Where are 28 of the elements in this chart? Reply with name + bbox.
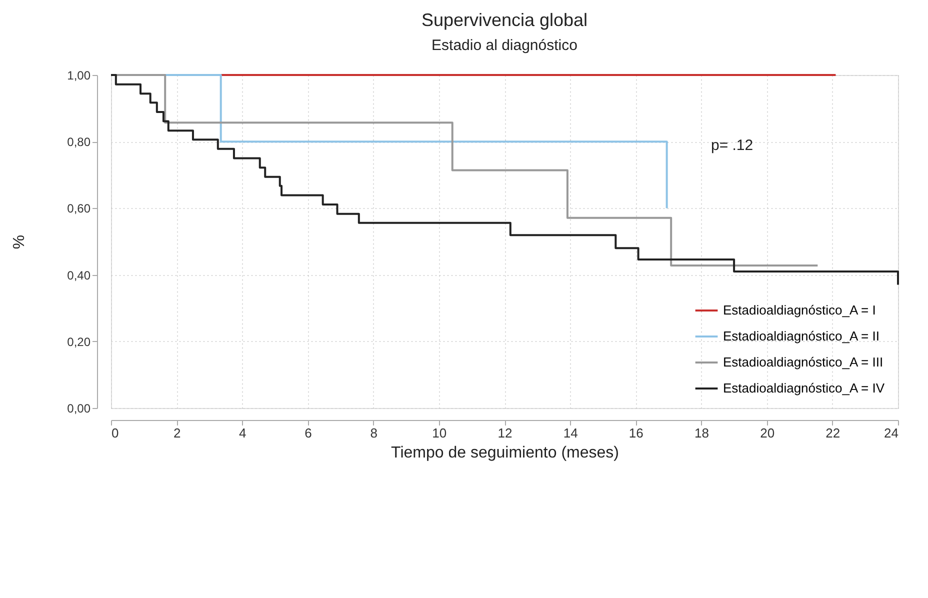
y-tick-label: 1,00 — [67, 68, 91, 82]
x-tick-label: 14 — [563, 426, 578, 440]
x-tick-label: 2 — [173, 426, 181, 440]
y-tick-label: 0,80 — [67, 135, 91, 150]
x-tick-label: 12 — [498, 426, 512, 440]
x-tick-label: 18 — [694, 426, 709, 440]
y-tick-label: 0,20 — [67, 334, 91, 349]
x-tick-label: 22 — [826, 426, 840, 440]
x-tick-label: 8 — [370, 426, 378, 440]
x-tick-label: 20 — [760, 426, 775, 440]
x-tick-label: 10 — [432, 426, 447, 440]
x-tick-label: 0 — [112, 426, 119, 440]
chart-subtitle: Estadio al diagnóstico — [432, 37, 578, 54]
y-tick-label: 0,40 — [67, 268, 91, 282]
x-tick-label: 16 — [628, 426, 644, 440]
annotation: p= .12 — [711, 137, 754, 154]
legend-label: Estadioaldiagnóstico_A = III — [723, 354, 884, 370]
y-tick-label: 0,60 — [67, 202, 91, 216]
y-axis-title: % — [11, 234, 28, 250]
legend-label: Estadioaldiagnóstico_A = II — [723, 328, 880, 344]
y-tick-label: 0,00 — [67, 402, 91, 416]
x-axis-title: Tiempo de seguimiento (meses) — [391, 444, 619, 462]
legend-label: Estadioaldiagnóstico_A = IV — [723, 380, 885, 396]
x-tick-label: 4 — [239, 426, 246, 440]
x-tick-label: 24 — [884, 426, 898, 440]
x-tick-label: 6 — [304, 426, 312, 440]
chart-title: Supervivencia global — [421, 10, 588, 30]
legend-label: Estadioaldiagnóstico_A = I — [723, 302, 876, 318]
